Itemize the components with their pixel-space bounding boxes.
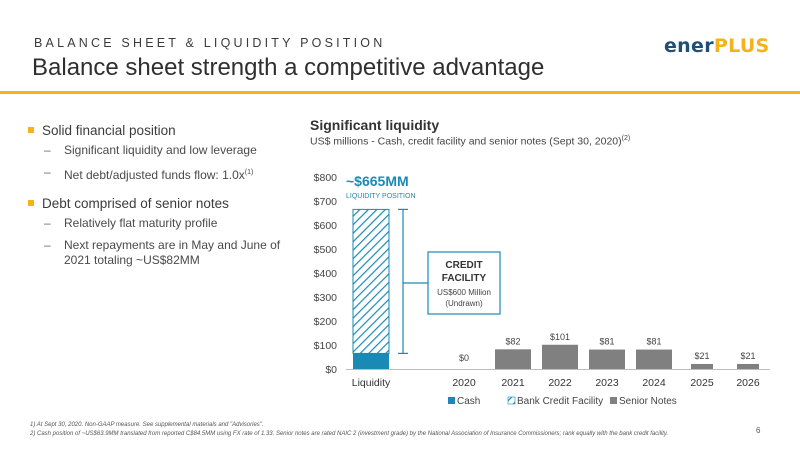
x-tick-label: 2025 (690, 377, 714, 389)
data-label: $21 (694, 351, 709, 361)
y-tick-label: $800 (314, 172, 338, 184)
bar-senior-notes (737, 363, 759, 369)
data-label: $81 (646, 337, 661, 347)
footnote-2: 2) Cash position of ~US$63.9MM translate… (30, 430, 669, 437)
x-tick-label: 2024 (642, 377, 666, 389)
x-tick-label: Liquidity (352, 377, 391, 389)
credit-box-status: (Undrawn) (445, 299, 483, 308)
data-label: $101 (550, 332, 570, 342)
bar-senior-notes (691, 363, 713, 369)
x-tick-label: 2021 (501, 377, 525, 389)
bullet-debt-senior-notes: Debt comprised of senior notes (28, 195, 298, 212)
liquidity-callout-value: ~$665MM (346, 173, 409, 189)
footnotes: 1) At Sept 30, 2020. Non-GAAP measure. S… (30, 421, 750, 438)
credit-box-title: FACILITY (442, 273, 487, 284)
logo-text-plus: PLUS (713, 35, 770, 57)
bullet-solid-financial: Solid financial position (28, 122, 298, 139)
enerplus-logo: enerPLUS (664, 35, 770, 57)
sub-bullet-repayments: Next repayments are in May and June of 2… (28, 238, 298, 269)
bar-senior-notes (636, 349, 672, 369)
page-number: 6 (756, 426, 761, 435)
credit-box-amount: US$600 Million (437, 288, 491, 297)
y-tick-label: $700 (314, 196, 338, 208)
section-kicker: BALANCE SHEET & LIQUIDITY POSITION (34, 36, 386, 50)
credit-box-title: CREDIT (445, 260, 482, 271)
bar-senior-notes (542, 344, 578, 369)
logo-text-ener: ener (664, 35, 714, 57)
net-debt-text: Net debt/adjusted funds flow: 1.0x (64, 167, 245, 182)
data-label: $81 (599, 337, 614, 347)
x-tick-label: 2022 (548, 377, 572, 389)
sub-bullet-maturity: Relatively flat maturity profile (28, 216, 298, 232)
bar-senior-notes (589, 349, 625, 369)
legend-swatch (507, 396, 516, 405)
legend-label: Senior Notes (619, 396, 677, 407)
bar-senior-notes (495, 349, 531, 369)
legend-swatch (448, 397, 455, 404)
footnote-ref-2: (2) (621, 135, 631, 142)
x-tick-label: 2023 (595, 377, 619, 389)
chart-subtitle-text: US$ millions - Cash, credit facility and… (310, 135, 622, 148)
x-tick-label: 2020 (452, 377, 476, 389)
bar-cash (353, 353, 389, 369)
sub-bullet-net-debt: Net debt/adjusted funds flow: 1.0x(1) (28, 165, 298, 184)
liquidity-callout-label: LIQUIDITY POSITION (346, 193, 416, 200)
y-tick-label: $400 (314, 268, 338, 280)
y-tick-label: $0 (325, 364, 337, 376)
sub-bullet-liquidity: Significant liquidity and low leverage (28, 143, 298, 159)
credit-facility-box (427, 251, 501, 315)
footnote-ref-1: (1) (244, 168, 254, 176)
header-divider (0, 91, 800, 94)
legend-label: Bank Credit Facility (517, 396, 603, 407)
bullet-list: Solid financial position Significant liq… (28, 122, 298, 275)
footnote-1: 1) At Sept 30, 2020. Non-GAAP measure. S… (30, 422, 264, 428)
data-label: $0 (459, 353, 469, 363)
y-tick-label: $500 (314, 244, 338, 256)
y-tick-label: $100 (314, 340, 338, 352)
x-tick-label: 2026 (736, 377, 760, 389)
bar-bank-credit-facility (352, 208, 390, 354)
chart-title: Significant liquidity (310, 117, 440, 133)
data-label: $21 (740, 351, 755, 361)
y-tick-label: $600 (314, 220, 338, 232)
legend-label: Cash (457, 396, 480, 407)
legend-swatch (610, 397, 617, 404)
liquidity-chart: $0 $100 $200 $300 $400 $500 $600 $700 $800 $0 $82 $… (314, 172, 770, 407)
data-label: $82 (505, 336, 520, 346)
y-tick-label: $300 (314, 292, 338, 304)
page-title: Balance sheet strength a competitive adv… (32, 54, 545, 81)
y-tick-label: $200 (314, 316, 338, 328)
chart-subtitle: US$ millions - Cash, credit facility and… (310, 135, 630, 148)
